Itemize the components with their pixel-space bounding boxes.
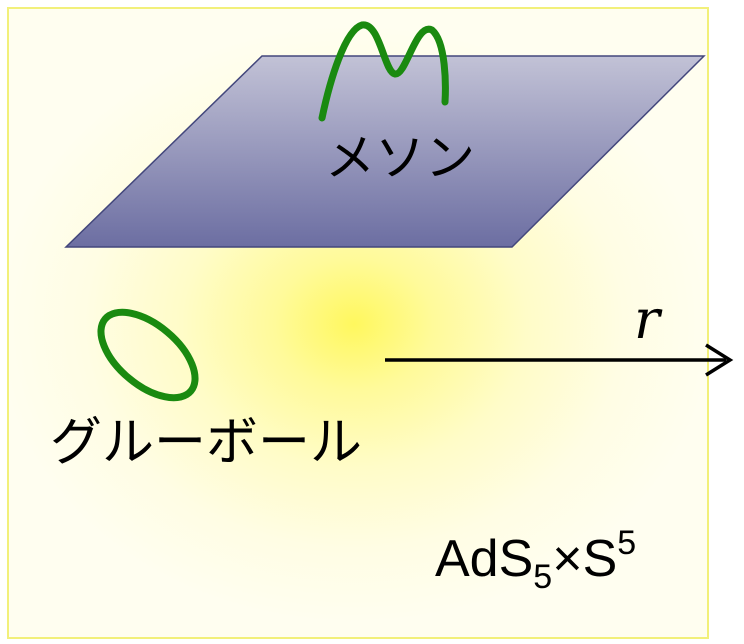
spacetime-sphere-text: S: [582, 530, 618, 588]
d3-brane-plane: [64, 55, 706, 248]
spacetime-ads-subscript: 5: [533, 558, 553, 596]
glueball-label: グルーボール: [50, 413, 363, 473]
radial-axis-label: r: [634, 288, 660, 351]
glueball-closed-string: [97, 308, 199, 402]
spacetime-cross-symbol: ×: [552, 530, 583, 588]
meson-open-string: [318, 21, 449, 122]
spacetime-label: AdS5×S5: [435, 524, 636, 596]
radial-axis-arrowhead: [705, 343, 734, 377]
spacetime-ads-text: AdS: [435, 530, 534, 588]
meson-label: メソン: [325, 129, 475, 187]
spacetime-sphere-superscript: 5: [617, 524, 637, 562]
